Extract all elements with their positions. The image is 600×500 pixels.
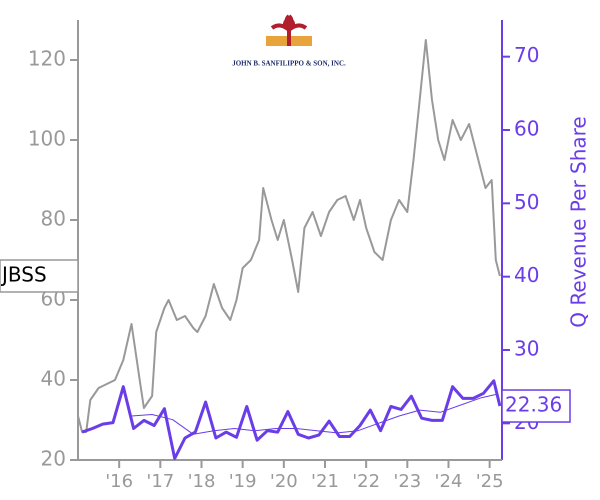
- y-tick-label: 80: [41, 207, 66, 231]
- x-tick-label: '16: [105, 471, 133, 492]
- series-line: [131, 393, 499, 435]
- y-tick-label: 40: [41, 367, 66, 391]
- value-label: 22.36: [505, 393, 562, 417]
- logo: JOHN B. SANFILIPPO & SON, INC.: [232, 14, 346, 68]
- x-tick-label: '20: [270, 471, 298, 492]
- y2-tick-label: 40: [514, 263, 539, 287]
- y2-axis-label: Q Revenue Per Share: [567, 116, 591, 328]
- x-tick-label: '18: [188, 471, 216, 492]
- x-tick-label: '24: [435, 471, 463, 492]
- y-tick-label: 20: [41, 447, 66, 471]
- y-tick-label: 120: [28, 47, 66, 71]
- x-tick-label: '23: [393, 471, 421, 492]
- ticker-box: [0, 259, 79, 293]
- value-box: [501, 389, 571, 423]
- x-tick-label: '21: [311, 471, 339, 492]
- series-line: [77, 39, 501, 433]
- y2-tick-label: 50: [514, 190, 539, 214]
- ticker-label: JBSS: [0, 263, 47, 287]
- x-tick-label: '22: [352, 471, 380, 492]
- y2-tick-label: 70: [514, 43, 539, 67]
- y2-tick-label: 30: [514, 337, 539, 361]
- x-tick-label: '17: [146, 471, 174, 492]
- series-line: [81, 379, 502, 460]
- x-tick-label: '19: [229, 471, 257, 492]
- logo-text: JOHN B. SANFILIPPO & SON, INC.: [232, 60, 346, 68]
- y2-tick-label: 60: [514, 117, 539, 141]
- y-tick-label: 100: [28, 127, 66, 151]
- x-tick-label: '25: [476, 471, 504, 492]
